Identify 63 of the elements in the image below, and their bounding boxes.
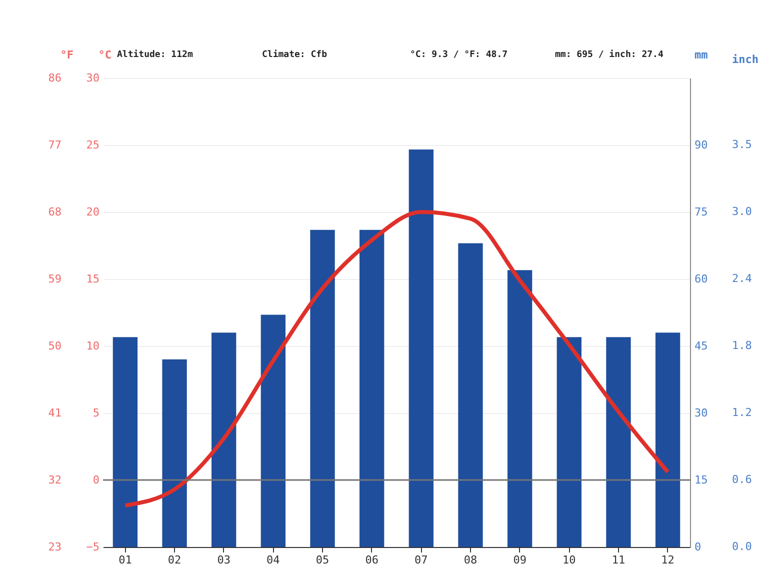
y-axis-title: °C bbox=[98, 48, 112, 62]
y2-tick-label: 0 bbox=[694, 540, 702, 554]
y-tick-label: 25 bbox=[86, 138, 100, 152]
y2-tick-label: 60 bbox=[694, 272, 708, 286]
y-tick-label: 20 bbox=[86, 206, 100, 218]
y3-tick-label: 59 bbox=[48, 272, 62, 286]
text: Altitude: 112m bbox=[117, 49, 194, 60]
y-tick-label: −5 bbox=[86, 540, 100, 554]
bar bbox=[360, 230, 384, 547]
y-tick-label: 30 bbox=[86, 72, 100, 84]
y3-tick-label: 77 bbox=[48, 138, 62, 152]
bar bbox=[606, 337, 631, 547]
x-tick-label: 03 bbox=[217, 554, 230, 566]
text: 0.6 bbox=[732, 473, 752, 486]
y3-tick-label: 32 bbox=[48, 474, 62, 486]
y-tick-label: 15 bbox=[86, 272, 100, 286]
text: 1.8 bbox=[732, 339, 752, 352]
y-tick-label: 0 bbox=[92, 474, 100, 486]
x-tick-label: 09 bbox=[513, 554, 526, 566]
bar bbox=[260, 314, 286, 547]
x-tick-label: 12 bbox=[661, 554, 674, 566]
y3-axis-title: °F bbox=[60, 48, 74, 62]
bar bbox=[408, 149, 434, 547]
y2-tick-label: 15 bbox=[694, 474, 708, 486]
text: Climate: Cfb bbox=[262, 49, 328, 60]
bar bbox=[212, 332, 236, 547]
text: 2.4 bbox=[732, 272, 752, 285]
text: °C: 9.3 / °F: 48.7 bbox=[410, 50, 508, 60]
text: 3.5 bbox=[732, 138, 752, 151]
y-tick-label: 5 bbox=[92, 406, 100, 420]
bar bbox=[310, 230, 335, 547]
y2-tick-label: 45 bbox=[694, 340, 708, 352]
text: 0.0 bbox=[732, 540, 752, 553]
x-tick-label: 11 bbox=[612, 554, 626, 566]
y3-tick-label: 23 bbox=[48, 540, 62, 554]
y3-tick-label: 50 bbox=[48, 340, 62, 352]
x-tick-label: 08 bbox=[464, 554, 478, 566]
bar bbox=[112, 337, 138, 547]
x-tick-label: 01 bbox=[118, 554, 132, 566]
line-series bbox=[123, 210, 670, 508]
y-tick-label: 10 bbox=[86, 340, 100, 352]
x-tick-label: 04 bbox=[266, 554, 280, 566]
text: 3.0 bbox=[732, 205, 752, 218]
y2-tick-label: 75 bbox=[694, 206, 708, 218]
y2-tick-label: 90 bbox=[694, 138, 708, 152]
x-tick-label: 10 bbox=[562, 554, 576, 566]
bar bbox=[655, 332, 680, 547]
x-tick-label: 05 bbox=[316, 554, 330, 566]
text: mm: 695 / inch: 27.4 bbox=[555, 49, 664, 60]
bar bbox=[507, 270, 532, 547]
bar bbox=[458, 243, 483, 547]
y2-tick-label: 30 bbox=[694, 406, 708, 420]
y3-tick-label: 68 bbox=[48, 206, 62, 218]
y2-axis-title: mm bbox=[694, 48, 708, 62]
x-tick-label: 07 bbox=[414, 554, 428, 566]
y3-tick-label: 86 bbox=[48, 72, 62, 84]
text: inch bbox=[732, 53, 758, 66]
text: 1.2 bbox=[732, 406, 752, 419]
bar bbox=[162, 359, 187, 547]
y3-tick-label: 41 bbox=[48, 406, 62, 420]
x-tick-label: 02 bbox=[168, 554, 182, 566]
bar bbox=[556, 337, 582, 547]
x-tick-label: 06 bbox=[365, 554, 378, 566]
